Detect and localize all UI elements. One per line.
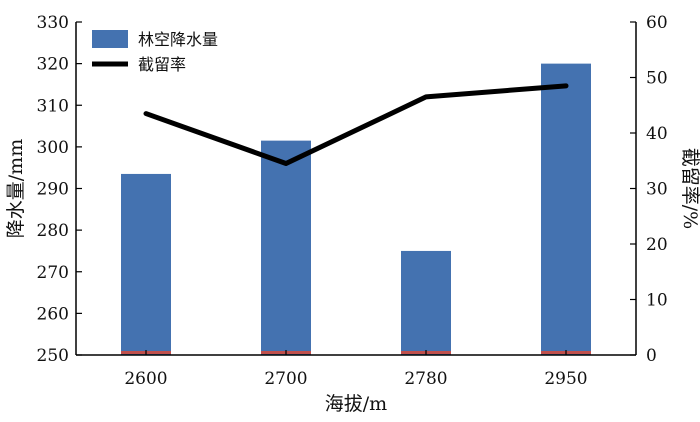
left-tick-label: 280	[37, 221, 69, 241]
legend-label-line: 截留率	[138, 55, 186, 74]
x-axis-title: 海拔/m	[325, 393, 387, 415]
interception-rate-line	[146, 86, 566, 164]
x-tick-label: 2700	[264, 369, 307, 389]
legend-swatch-bars	[92, 30, 128, 48]
legend-label-bars: 林空降水量	[138, 30, 218, 49]
right-tick-label: 40	[646, 124, 668, 144]
bar-2700	[261, 141, 311, 355]
y-right-axis-title: 截留率/%	[679, 148, 700, 229]
left-tick-label: 260	[37, 304, 69, 324]
right-tick-label: 30	[646, 180, 668, 200]
left-tick-label: 310	[37, 96, 69, 116]
left-tick-label: 320	[37, 55, 69, 75]
x-tick-label: 2950	[544, 369, 587, 389]
x-tick-label: 2600	[124, 369, 167, 389]
left-tick-label: 250	[37, 346, 69, 366]
left-tick-label: 290	[37, 180, 69, 200]
right-tick-label: 50	[646, 69, 668, 89]
bar-2600	[121, 174, 171, 355]
right-tick-label: 0	[646, 346, 657, 366]
left-tick-label: 270	[37, 263, 69, 283]
y-axis-title: 降水量/mm	[5, 139, 27, 238]
left-tick-label: 330	[37, 13, 69, 33]
right-tick-label: 20	[646, 235, 668, 255]
right-tick-label: 60	[646, 13, 668, 33]
x-tick-label: 2780	[404, 369, 447, 389]
right-tick-label: 10	[646, 291, 668, 311]
bar-2780	[401, 251, 451, 355]
bar-2950	[541, 64, 591, 355]
left-tick-label: 300	[37, 138, 69, 158]
